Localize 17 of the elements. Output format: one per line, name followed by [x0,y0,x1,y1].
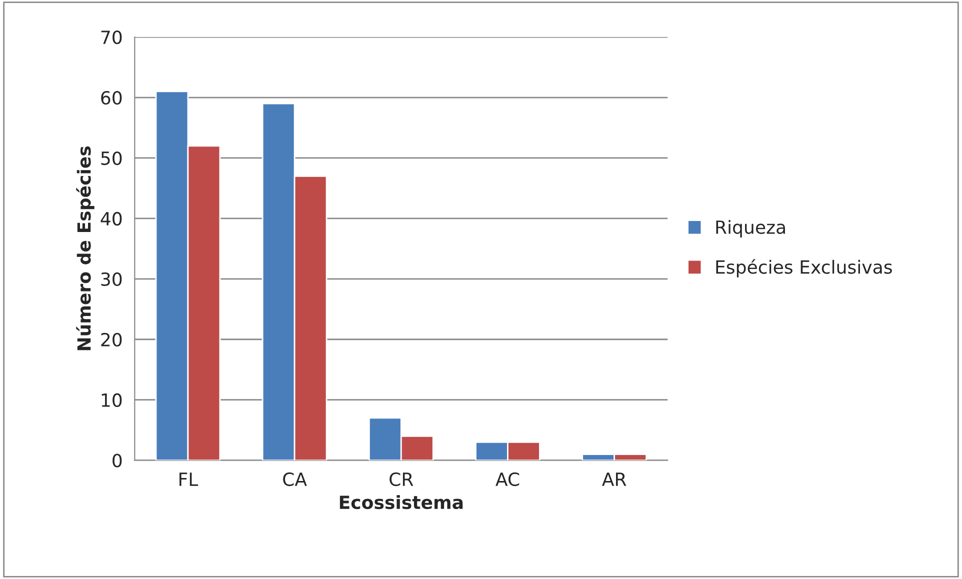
x-tick-label: AR [602,472,626,486]
x-axis-title: Ecossistema [340,495,463,510]
x-tick-label: CA [283,472,307,486]
x-tick-label: FL [180,472,198,486]
y-tick-label: 0 [112,454,122,468]
y-tick-label: 70 [101,30,122,44]
y-tick-label: 50 [101,151,122,166]
legend-label: Espécies Exclusivas [716,259,892,278]
y-axis-title: Número de Espécies [76,146,94,350]
y-tick-label: 30 [101,272,122,286]
y-tick-label: 60 [101,90,122,105]
y-tick-label: 40 [100,212,122,226]
x-tick-label: AC [496,472,520,486]
y-tick-label: 20 [101,332,122,346]
x-tick-label: CR [390,472,414,486]
legend-label: Riqueza [716,220,785,238]
y-tick-label: 10 [102,393,122,407]
